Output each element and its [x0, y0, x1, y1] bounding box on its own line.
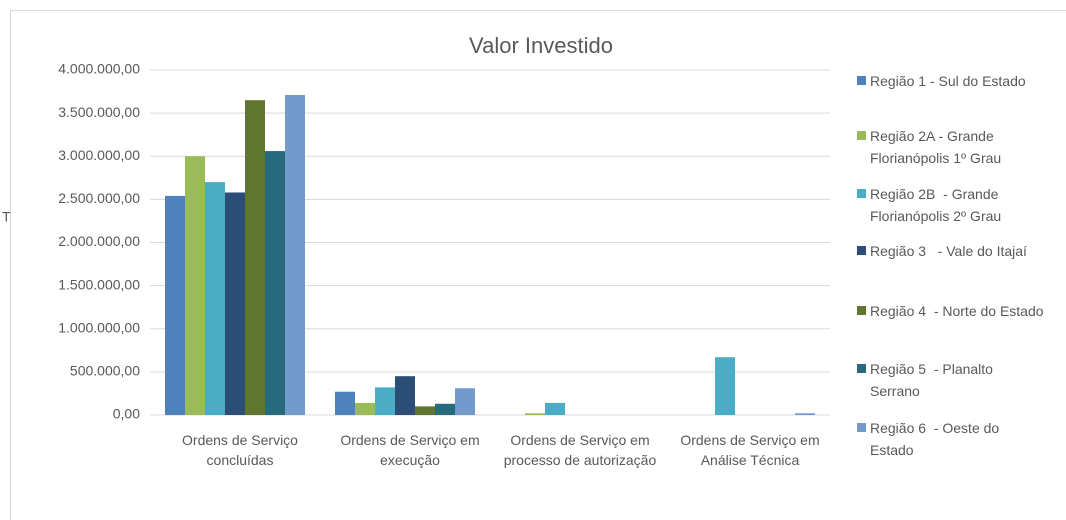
bar: [245, 100, 265, 415]
x-tick-label: Ordens de Serviço em Análise Técnica: [680, 432, 820, 468]
bar: [165, 195, 185, 415]
y-tick-label: 2.500.000,00: [58, 190, 140, 206]
y-tick-label: 3.000.000,00: [58, 147, 140, 163]
bar: [375, 387, 395, 415]
bar: [395, 376, 415, 415]
legend-label: Região 2A - Grande Florianópolis 1º Grau: [870, 128, 1002, 166]
legend-swatch: [857, 189, 866, 198]
bar: [335, 391, 355, 415]
x-tick-label: Ordens de Serviço concluídas: [182, 432, 298, 468]
legend-swatch: [857, 246, 866, 255]
legend-label: Região 2B - Grande Florianópolis 2º Grau: [870, 186, 1003, 224]
bar: [455, 388, 475, 415]
y-tick-label: 500.000,00: [70, 363, 140, 379]
legend-label: Região 5 - Planalto Serrano: [870, 361, 997, 399]
y-tick-label: 1.000.000,00: [58, 319, 140, 335]
chart-border: [10, 10, 1066, 520]
legend-swatch: [857, 131, 866, 140]
y-tick-label: 3.500.000,00: [58, 104, 140, 120]
y-tick-label: 0,00: [113, 406, 140, 422]
legend-label: Região 3 - Vale do Itajaí: [870, 243, 1027, 259]
bar: [205, 182, 225, 415]
y-tick-label: 2.000.000,00: [58, 233, 140, 249]
legend-swatch: [857, 364, 866, 373]
bar: [185, 156, 205, 415]
legend-label: Região 1 - Sul do Estado: [870, 73, 1026, 89]
bar: [225, 192, 245, 415]
stray-text: T: [2, 209, 11, 225]
legend-swatch: [857, 423, 866, 432]
bar: [795, 413, 815, 415]
bar: [355, 402, 375, 415]
bar: [715, 357, 735, 415]
chart-title: Valor Investido: [469, 33, 613, 58]
y-tick-label: 4.000.000,00: [58, 61, 140, 77]
bar: [265, 151, 285, 415]
bar: [285, 95, 305, 415]
bar: [545, 402, 565, 415]
bar: [435, 403, 455, 415]
legend-label: Região 4 - Norte do Estado: [870, 303, 1044, 319]
legend-swatch: [857, 306, 866, 315]
legend-label: Região 6 - Oeste do Estado: [870, 420, 1004, 458]
legend-swatch: [857, 76, 866, 85]
x-tick-label: Ordens de Serviço em processo de autoriz…: [503, 432, 657, 468]
bar: [525, 413, 545, 415]
bar: [415, 406, 435, 415]
x-tick-label: Ordens de Serviço em execução: [340, 432, 480, 468]
y-tick-label: 1.500.000,00: [58, 276, 140, 292]
